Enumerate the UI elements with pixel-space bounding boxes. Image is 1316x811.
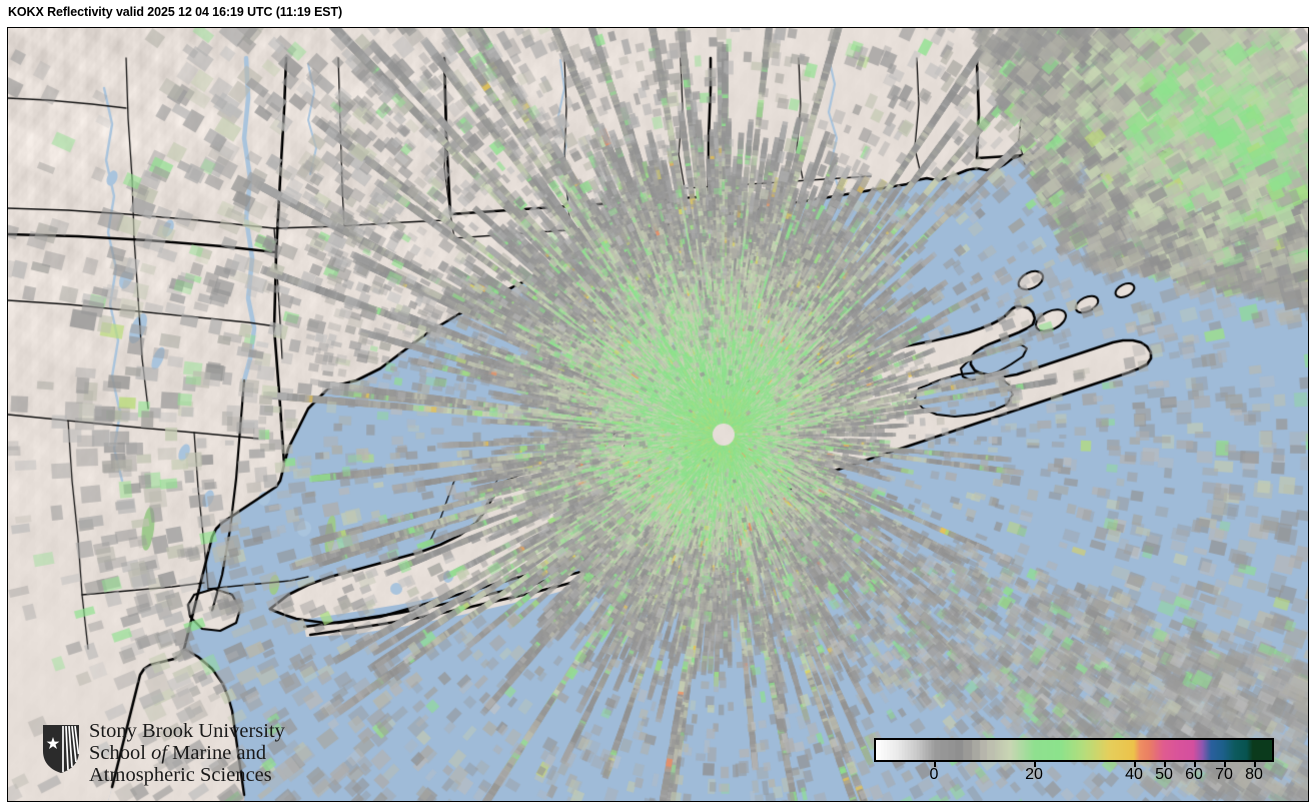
colorbar-tick <box>1164 762 1166 767</box>
colorbar-ticks <box>874 762 1274 768</box>
colorbar-tick <box>1224 762 1226 767</box>
colorbar-tick <box>934 762 936 767</box>
colorbar-gradient-box <box>874 738 1274 762</box>
colorbar-tick <box>1134 762 1136 767</box>
colorbar-tick-label: 80 <box>1245 766 1263 783</box>
colorbar-tick-label: 0 <box>929 766 939 783</box>
colorbar-tick-label: 40 <box>1125 766 1143 783</box>
colorbar-gradient <box>876 740 1272 760</box>
colorbar-tick <box>1254 762 1256 767</box>
colorbar-tick <box>1034 762 1036 767</box>
title-bar: KOKX Reflectivity valid 2025 12 04 16:19… <box>0 0 1316 26</box>
radar-map-frame[interactable]: Stony Brook University School of Marine … <box>7 27 1309 802</box>
radar-reflectivity-layer <box>8 28 1308 801</box>
colorbar-tick-label: 20 <box>1025 766 1043 783</box>
colorbar-tick-label: 60 <box>1185 766 1203 783</box>
colorbar-tick <box>1194 762 1196 767</box>
colorbar-tick-label: 50 <box>1155 766 1173 783</box>
colorbar-tick-label: 70 <box>1215 766 1233 783</box>
reflectivity-colorbar: 0 20 40 50 60 70 80 <box>874 738 1284 800</box>
colorbar-tick-labels: 0 20 40 50 60 70 80 <box>874 766 1274 790</box>
page-title: KOKX Reflectivity valid 2025 12 04 16:19… <box>8 5 343 19</box>
